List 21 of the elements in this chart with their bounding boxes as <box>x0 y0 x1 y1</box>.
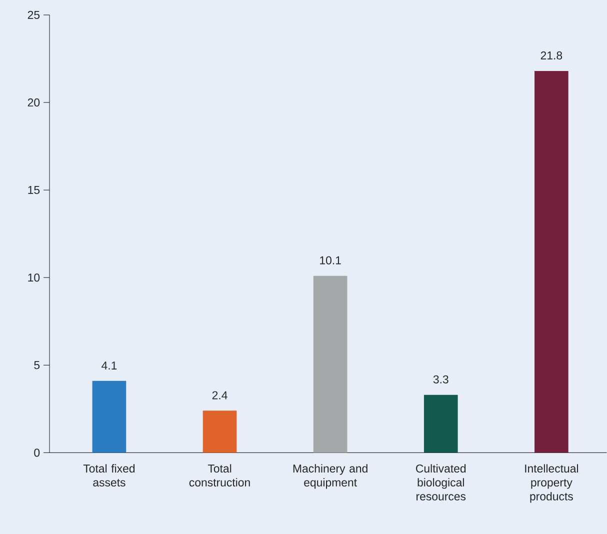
x-tick-label: Cultivated biological resources <box>416 464 466 500</box>
data-label: 3.3 <box>433 375 448 384</box>
x-tick-label: Total construction <box>189 464 250 486</box>
data-label: 10.1 <box>320 256 341 264</box>
y-tick-label: 5 <box>34 361 40 369</box>
bar <box>534 70 568 453</box>
data-label: 21.8 <box>540 51 562 60</box>
bar <box>313 276 348 453</box>
bar <box>424 394 458 453</box>
data-label: 2.4 <box>212 391 228 400</box>
x-tick-label: Total fixed assets <box>83 464 135 486</box>
y-tick-label: 0 <box>34 448 40 457</box>
x-tick-label: Intellectual property products <box>525 464 578 503</box>
bar <box>202 410 237 453</box>
y-tick-label: 25 <box>28 10 40 19</box>
y-tick-label: 10 <box>28 273 40 282</box>
y-tick-label: 15 <box>28 186 40 194</box>
y-tick-label: 20 <box>28 98 40 106</box>
bar <box>92 380 126 453</box>
x-tick-label: Machinery and equipment <box>293 464 368 489</box>
data-label: 4.1 <box>102 361 117 370</box>
